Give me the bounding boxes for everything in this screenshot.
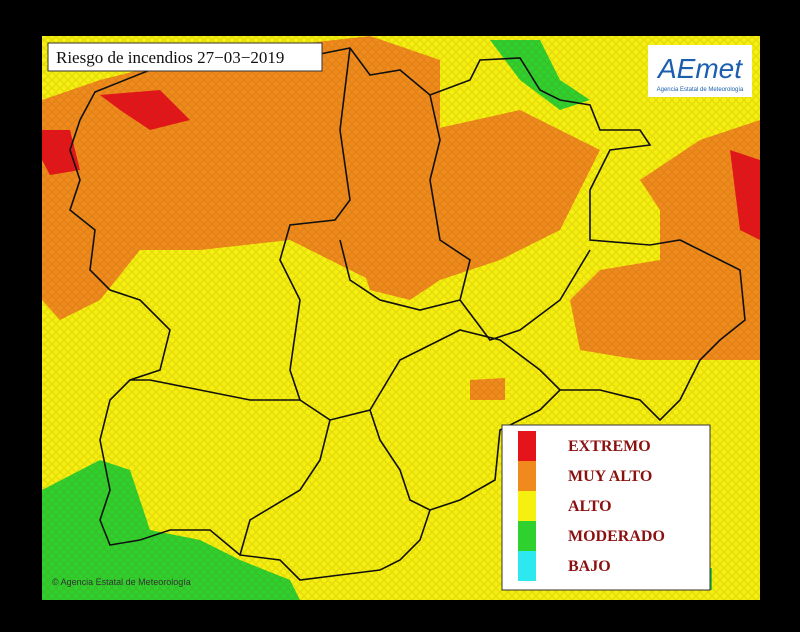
legend-label: ALTO — [568, 498, 612, 515]
legend: EXTREMO MUY ALTO ALTO MODERADO BAJO — [501, 424, 711, 591]
legend-swatch — [518, 461, 536, 491]
legend-box — [501, 424, 711, 591]
credit: © Agencia Estatal de Meteorología — [52, 577, 191, 587]
province-border — [369, 409, 431, 511]
legend-label: MUY ALTO — [568, 468, 652, 485]
region-border — [69, 47, 746, 581]
logo-box — [648, 45, 752, 97]
legend-swatch — [518, 521, 536, 551]
province-border — [339, 94, 471, 311]
legend-label: EXTREMO — [568, 438, 651, 455]
province-border — [459, 249, 591, 341]
legend-label: BAJO — [568, 558, 611, 575]
map-title: Riesgo de incendios 27−03−2019 — [56, 48, 284, 67]
legend-swatch — [518, 491, 536, 521]
legend-label: MODERADO — [568, 528, 665, 545]
logo-subtitle: Agencia Estatal de Meteorología — [657, 87, 744, 93]
title-box — [47, 42, 323, 72]
map — [42, 36, 760, 600]
legend-swatch — [518, 551, 536, 581]
logo: AEmet — [656, 53, 743, 84]
province-border — [239, 399, 331, 556]
legend-swatch — [518, 431, 536, 461]
province-border — [130, 47, 351, 401]
